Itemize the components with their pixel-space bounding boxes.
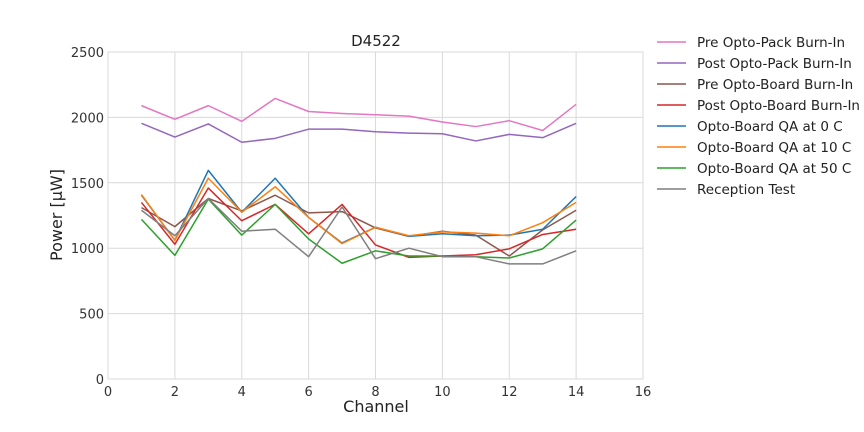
plot-frame xyxy=(107,51,644,380)
x-tick-label: 2 xyxy=(171,385,179,400)
legend-label: Post Opto-Board Burn-In xyxy=(697,98,860,114)
x-tick-label: 4 xyxy=(238,385,246,400)
legend-label: Reception Test xyxy=(697,182,795,198)
legend: Pre Opto-Pack Burn-In Post Opto-Pack Burn… xyxy=(657,35,860,198)
series-line-7 xyxy=(140,198,577,264)
y-axis-label: Power [μW] xyxy=(47,169,66,261)
legend-label: Pre Opto-Board Burn-In xyxy=(697,77,853,93)
series-line-3 xyxy=(141,194,577,257)
series-line-6 xyxy=(140,177,577,245)
x-tick-label: 12 xyxy=(501,385,518,400)
legend-label: Post Opto-Pack Burn-In xyxy=(697,56,852,72)
x-tick-label: 8 xyxy=(371,385,379,400)
x-tick-label: 10 xyxy=(434,385,451,400)
x-tick-label: 16 xyxy=(635,385,652,400)
y-tick-label: 1000 xyxy=(71,242,104,257)
y-tick-label: 2000 xyxy=(71,111,104,126)
legend-label: Opto-Board QA at 50 C xyxy=(697,161,851,177)
x-tick-label: 0 xyxy=(104,385,112,400)
series-line-1 xyxy=(141,97,577,132)
y-tick-label: 1500 xyxy=(71,177,104,192)
series-layer xyxy=(140,97,577,265)
x-axis-label: Channel xyxy=(343,397,409,416)
y-tick-label: 500 xyxy=(79,308,104,323)
grid xyxy=(107,51,644,380)
series-line-2 xyxy=(141,122,577,143)
legend-label: Opto-Board QA at 10 C xyxy=(697,140,851,156)
legend-label: Pre Opto-Pack Burn-In xyxy=(697,35,845,51)
chart-title: D4522 xyxy=(351,32,401,50)
y-tick-label: 0 xyxy=(96,373,104,388)
tick-labels: 0 2 4 6 8 10 12 14 16 0 500 1000 1500 2000 2500 xyxy=(71,46,651,400)
x-tick-label: 6 xyxy=(304,385,312,400)
x-tick-label: 14 xyxy=(568,385,585,400)
y-tick-label: 2500 xyxy=(71,46,104,61)
legend-label: Opto-Board QA at 0 C xyxy=(697,119,843,135)
series-line-8 xyxy=(140,197,577,265)
series-line-4 xyxy=(140,187,577,259)
